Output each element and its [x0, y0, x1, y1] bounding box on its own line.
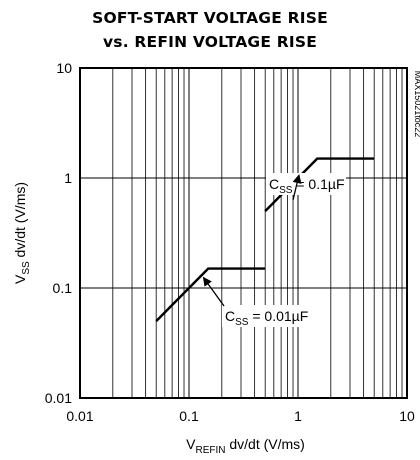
series-line-1	[155, 267, 266, 322]
grid-lines	[80, 68, 407, 398]
x-tick-label: 0.01	[66, 408, 93, 424]
x-tick-label: 0.1	[179, 408, 199, 424]
x-tick-label: 1	[294, 408, 302, 424]
chart-title-line1: SOFT-START VOLTAGE RISE	[92, 9, 328, 27]
y-axis-label: VSS dv/dt (V/ms)	[12, 182, 32, 284]
x-tick-label: 10	[399, 408, 415, 424]
y-tick-label: 1	[64, 170, 72, 186]
chart-title-line2: vs. REFIN VOLTAGE RISE	[103, 33, 317, 51]
annotation-label: CSS = 0.1µF	[269, 176, 345, 196]
figure-id-watermark: MAX15021toc22	[413, 71, 420, 138]
annotation-arrow	[202, 276, 225, 307]
annotation-label: CSS = 0.01µF	[225, 308, 308, 328]
annotation-arrow	[292, 174, 302, 201]
y-tick-label: 0.1	[53, 280, 73, 296]
y-tick-label: 10	[56, 60, 72, 76]
annotation-backdrop	[222, 305, 314, 327]
y-tick-label: 0.01	[45, 390, 72, 406]
annotation-backdrop	[266, 173, 346, 195]
x-axis-label: VREFIN dv/dt (V/ms)	[186, 436, 305, 456]
plot-frame	[79, 67, 408, 399]
